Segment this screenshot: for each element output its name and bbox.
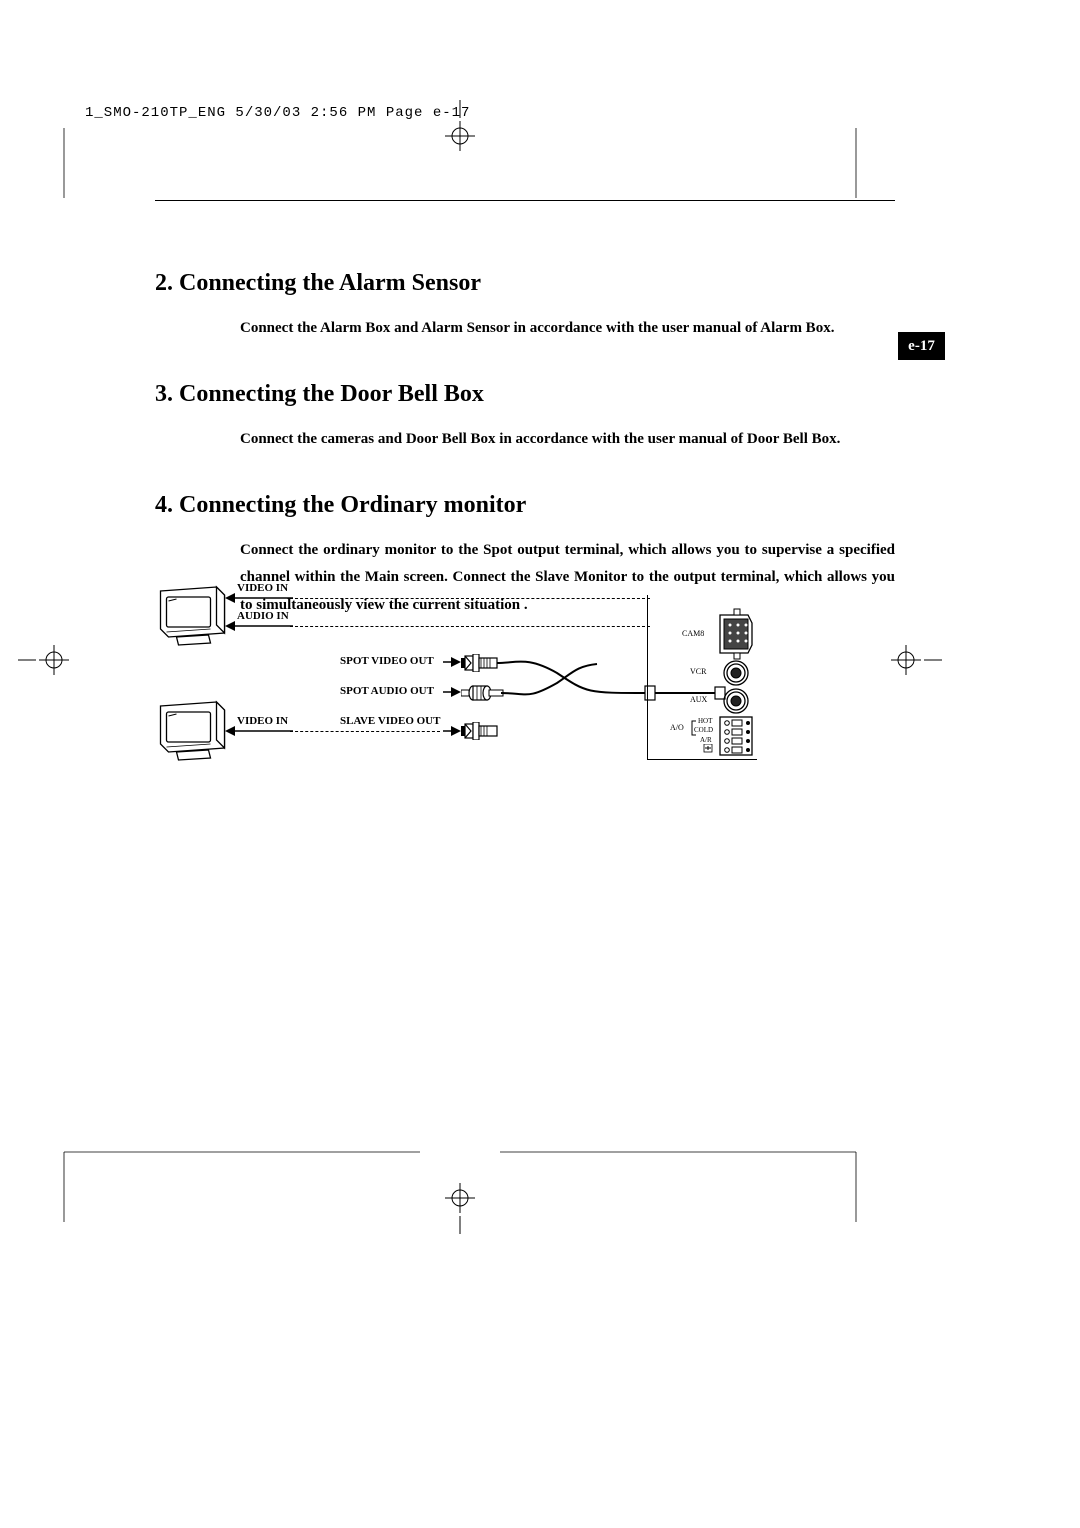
arrow-video-in [225, 593, 293, 605]
dotted-line-2 [290, 626, 650, 627]
dotted-line-3 [290, 731, 440, 732]
section-4-title: 4. Connecting the Ordinary monitor [155, 492, 895, 519]
port-label-ar: A/R [700, 736, 712, 744]
arrow-spot-video [443, 657, 461, 669]
arrow-slave-video [443, 726, 461, 738]
port-label-hot: HOT [698, 717, 712, 725]
ground-icon [702, 744, 714, 754]
section-2-title: 2. Connecting the Alarm Sensor [155, 270, 895, 297]
rca-plug-2-icon [461, 722, 501, 740]
monitor-top-icon [155, 585, 230, 647]
rca-plug-icon [461, 654, 501, 672]
port-label-cold: COLD [694, 726, 713, 734]
arrow-spot-audio [443, 687, 461, 699]
connection-diagram: VIDEO IN AUDIO IN SPOT VIDEO OUT SPOT AU… [155, 580, 760, 780]
dotted-line-1 [290, 598, 650, 599]
port-panel: CAM8 VCR AUX A/O HOT COLD A/R [647, 595, 757, 760]
port-label-aio: A/O [670, 723, 684, 732]
content-area: 2. Connecting the Alarm Sensor Connect t… [155, 250, 895, 620]
label-spot-audio-out: SPOT AUDIO OUT [340, 685, 434, 697]
section-3-title: 3. Connecting the Door Bell Box [155, 381, 895, 408]
label-slave-video-out: SLAVE VIDEO OUT [340, 715, 440, 727]
arrow-video-in-2 [225, 726, 293, 738]
port-label-cam8: CAM8 [682, 629, 704, 638]
section-3-body: Connect the cameras and Door Bell Box in… [240, 426, 895, 454]
page-number-badge: e-17 [898, 332, 945, 360]
monitor-bottom-icon [155, 700, 230, 762]
port-label-vcr: VCR [690, 667, 706, 676]
section-2-body: Connect the Alarm Box and Alarm Sensor i… [240, 315, 895, 343]
arrow-audio-in [225, 621, 293, 633]
label-spot-video-out: SPOT VIDEO OUT [340, 655, 434, 667]
port-label-aux: AUX [690, 695, 707, 704]
top-rule [155, 200, 895, 201]
